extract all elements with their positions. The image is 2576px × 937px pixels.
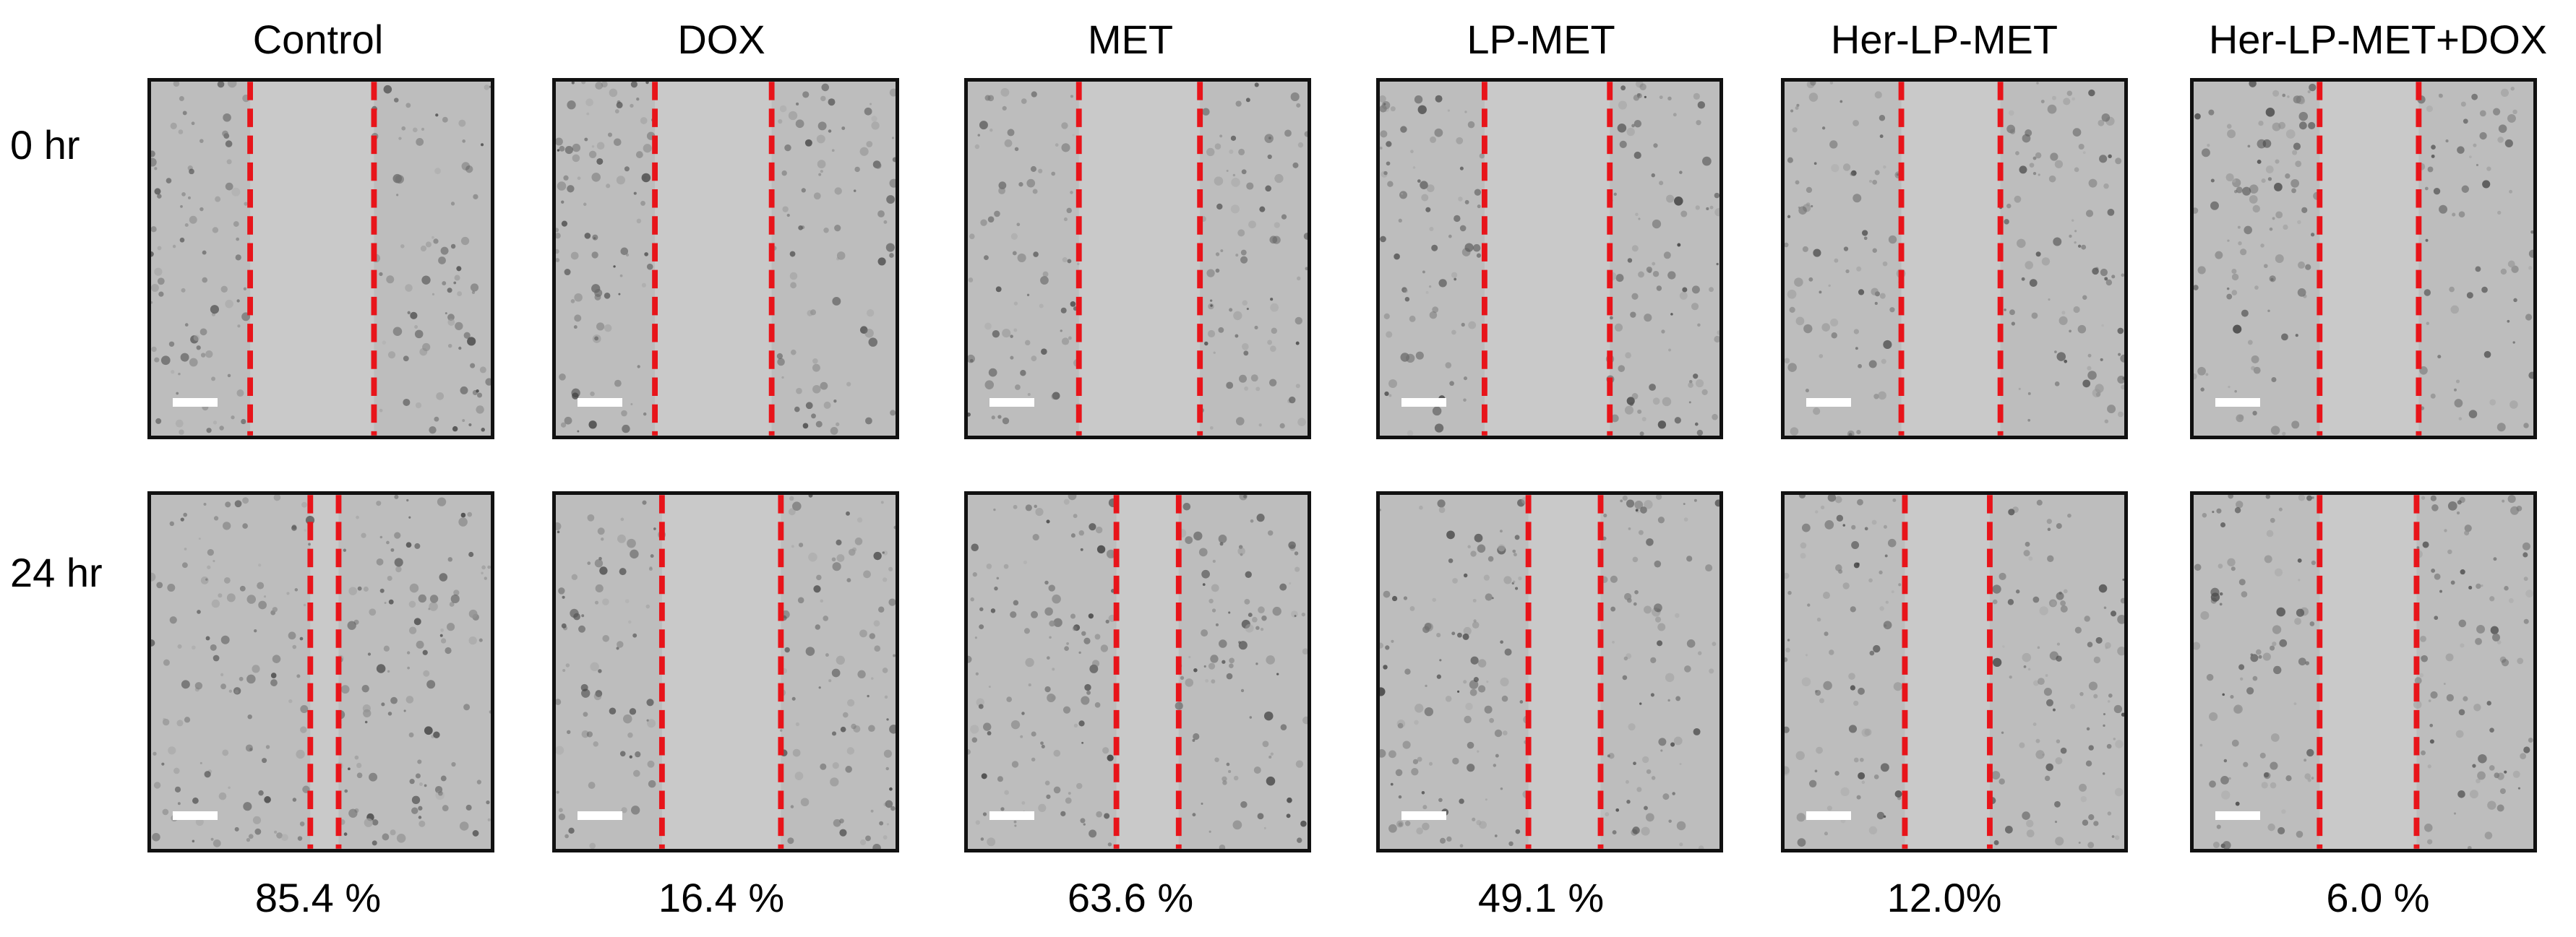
wound-gap [1905,495,1990,849]
micrograph-panel [147,491,494,852]
closure-percent: 12.0% [1886,875,2002,920]
scale-bar [578,811,622,820]
micrograph-panel [1376,491,1723,852]
column-label: Her-LP-MET+DOX [2208,17,2548,62]
closure-percent: 63.6 % [1067,875,1194,920]
cell-image [151,495,491,849]
closure-percent: 49.1 % [1477,875,1605,920]
micrograph-panel [964,491,1311,852]
wound-gap [1901,82,2001,436]
scale-bar [578,398,622,407]
wound-gap [1484,82,1610,436]
cell-image [2194,82,2533,436]
micrograph-panel [964,78,1311,439]
micrograph-panel [552,491,899,852]
column-label: MET [1087,17,1174,62]
cell-image [968,495,1308,849]
micrograph-panel [1781,78,2128,439]
cell-image [968,82,1308,436]
scale-bar [1401,398,1446,407]
scale-bar [173,811,218,820]
wound-gap [2319,82,2419,436]
wound-gap [310,495,339,849]
micrograph-panel [552,78,899,439]
wound-gap [661,495,781,849]
scale-bar [2215,398,2260,407]
scale-bar [1806,398,1851,407]
wound-gap [1528,495,1601,849]
micrograph-panel [1781,491,2128,852]
column-label: Control [252,17,384,62]
wound-gap [1078,82,1201,436]
wound-gap [250,82,374,436]
closure-percent: 16.4 % [658,875,785,920]
micrograph-panel [2190,78,2537,439]
wound-gap [2319,495,2417,849]
scale-bar [989,398,1034,407]
cell-image [2194,495,2533,849]
cell-image [556,495,896,849]
scale-bar [2215,811,2260,820]
cell-image [1380,82,1720,436]
row-label: 0 hr [10,122,80,168]
scale-bar [1806,811,1851,820]
closure-percent: 6.0 % [2326,875,2430,920]
row-label: 24 hr [10,550,103,595]
micrograph-panel [1376,78,1723,439]
wound-gap [1116,495,1179,849]
cell-image [151,82,491,436]
closure-percent: 85.4 % [254,875,382,920]
column-label: LP-MET [1467,17,1615,62]
column-label: DOX [677,17,765,62]
scale-bar [989,811,1034,820]
scale-bar [173,398,218,407]
scale-bar [1401,811,1446,820]
column-label: Her-LP-MET [1830,17,2058,62]
micrograph-panel [147,78,494,439]
micrograph-panel [2190,491,2537,852]
wound-gap [655,82,772,436]
cell-image [1785,82,2124,436]
cell-image [1785,495,2124,849]
cell-image [556,82,896,436]
cell-image [1380,495,1720,849]
